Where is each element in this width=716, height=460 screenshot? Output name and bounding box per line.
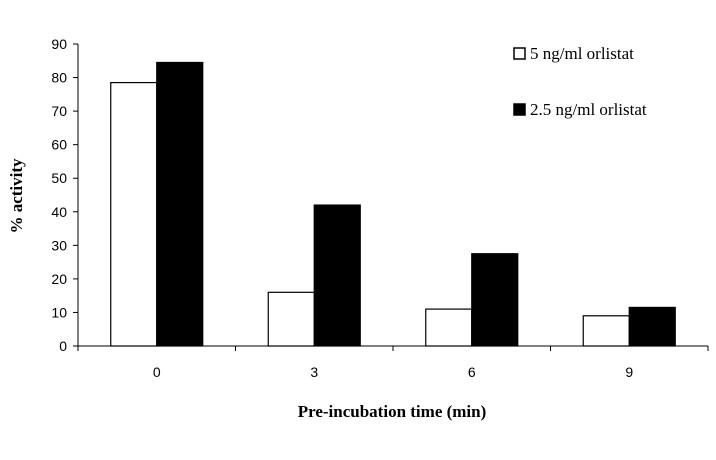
y-tick-label: 50: [51, 170, 67, 186]
y-tick-label: 70: [51, 103, 67, 119]
y-axis-title: % activity: [7, 158, 26, 234]
y-tick-label: 30: [51, 237, 67, 253]
bar-series-1-cat-6: [425, 308, 473, 347]
bar-series-1-cat-3: [267, 291, 315, 347]
y-tick-label: 10: [51, 304, 67, 320]
bar-series-2-cat-9: [628, 306, 676, 347]
y-tick-label: 0: [59, 338, 67, 354]
legend-swatch-series-2: [513, 103, 526, 116]
x-tick-label: 6: [468, 364, 476, 380]
legend-label-series-1: 5 ng/ml orlistat: [530, 44, 634, 63]
y-tick-label: 60: [51, 137, 67, 153]
y-tick-label: 80: [51, 70, 67, 86]
bar-series-2-cat-3: [313, 204, 361, 347]
y-tick-label: 40: [51, 204, 67, 220]
legend: 5 ng/ml orlistat 2.5 ng/ml orlistat: [513, 44, 647, 119]
y-ticks-layer: 0 10 20 30 40 50 60 70 80 90: [51, 36, 78, 354]
y-tick-label: 90: [51, 36, 67, 52]
bars-layer: [110, 61, 676, 347]
x-tick-label: 3: [310, 364, 318, 380]
bar-series-1-cat-9: [582, 315, 630, 347]
y-tick-label: 20: [51, 271, 67, 287]
legend-swatch-series-1: [513, 47, 526, 60]
x-ticks-layer: 0 3 6 9: [77, 346, 709, 380]
bar-series-2-cat-0: [156, 61, 204, 347]
x-tick-label: 0: [153, 364, 161, 380]
x-axis-title: Pre-incubation time (min): [298, 402, 487, 421]
x-tick-label: 9: [625, 364, 633, 380]
bar-series-2-cat-6: [471, 253, 519, 347]
legend-label-series-2: 2.5 ng/ml orlistat: [530, 100, 647, 119]
bar-series-1-cat-0: [110, 81, 158, 347]
